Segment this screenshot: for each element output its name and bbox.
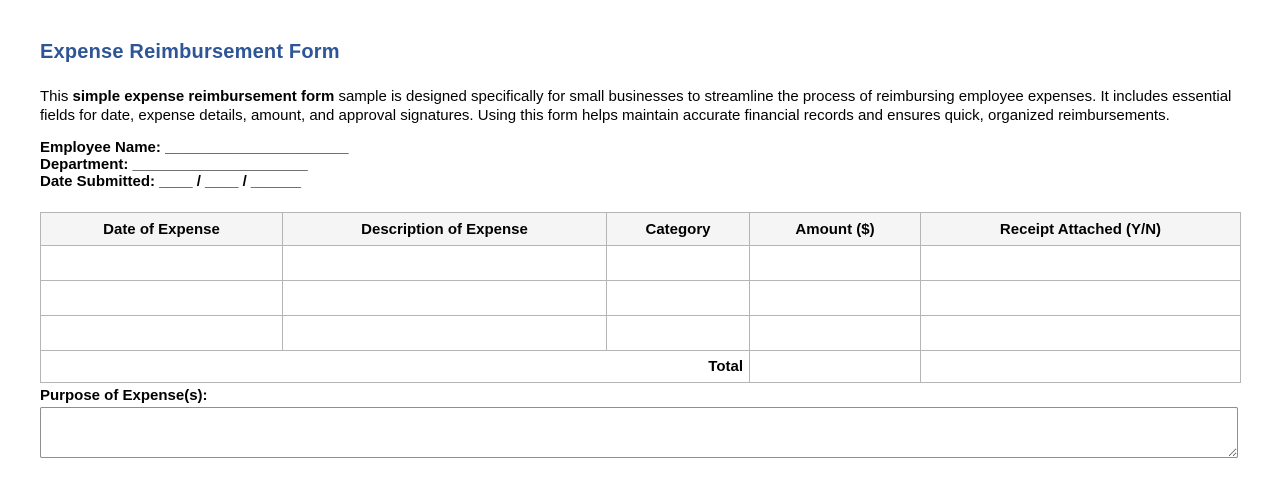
cell-description — [282, 280, 607, 316]
document-content: Expense Reimbursement Form This simple e… — [0, 41, 1278, 458]
column-header-receipt-attached: Receipt Attached (Y/N) — [920, 212, 1241, 246]
department-label: Department: — [40, 156, 129, 173]
table-row — [40, 280, 1241, 316]
purpose-of-expenses-label: Purpose of Expense(s): — [40, 387, 208, 404]
column-header-category: Category — [606, 212, 750, 246]
expense-table-header-row: Date of Expense Description of Expense C… — [40, 212, 1241, 246]
employee-name-field: Employee Name: ______________________ — [40, 139, 1238, 156]
fill-in-fields: Employee Name: ______________________ De… — [40, 139, 1238, 190]
date-submitted-label: Date Submitted: — [40, 173, 156, 190]
intro-paragraph: This simple expense reimbursement form s… — [40, 87, 1238, 125]
intro-text-rest: sample is designed specifically for smal… — [40, 88, 1232, 124]
department-blank-line: _____________________ — [132, 156, 308, 173]
table-row — [40, 315, 1241, 351]
employee-name-label: Employee Name: — [40, 139, 161, 156]
cell-date — [40, 315, 283, 351]
employee-name-blank-line: ______________________ — [165, 139, 349, 156]
column-header-description: Description of Expense — [282, 212, 607, 246]
cell-receipt — [920, 280, 1241, 316]
table-row — [40, 245, 1241, 281]
cell-amount — [749, 280, 921, 316]
expense-table: Date of Expense Description of Expense C… — [40, 212, 1241, 383]
date-submitted-blank-line: ____ / ____ / ______ — [159, 173, 301, 190]
cell-receipt — [920, 245, 1241, 281]
column-header-date-of-expense: Date of Expense — [40, 212, 283, 246]
cell-receipt — [920, 315, 1241, 351]
intro-text-bold: simple expense reimbursement form — [72, 88, 335, 105]
cell-category — [606, 245, 750, 281]
total-row: Total — [40, 350, 1241, 383]
purpose-of-expenses-textarea[interactable] — [40, 407, 1238, 458]
department-field: Department: _____________________ — [40, 156, 1238, 173]
intro-text-prefix: This — [40, 88, 73, 105]
cell-amount — [749, 315, 921, 351]
total-receipt-cell — [920, 350, 1241, 383]
column-header-amount: Amount ($) — [749, 212, 921, 246]
total-amount-cell — [749, 350, 921, 383]
cell-date — [40, 245, 283, 281]
cell-description — [282, 315, 607, 351]
date-submitted-field: Date Submitted: ____ / ____ / ______ — [40, 173, 1238, 190]
cell-description — [282, 245, 607, 281]
cell-date — [40, 280, 283, 316]
page-title: Expense Reimbursement Form — [40, 41, 340, 63]
cell-amount — [749, 245, 921, 281]
cell-category — [606, 315, 750, 351]
total-label-cell: Total — [40, 350, 750, 383]
cell-category — [606, 280, 750, 316]
